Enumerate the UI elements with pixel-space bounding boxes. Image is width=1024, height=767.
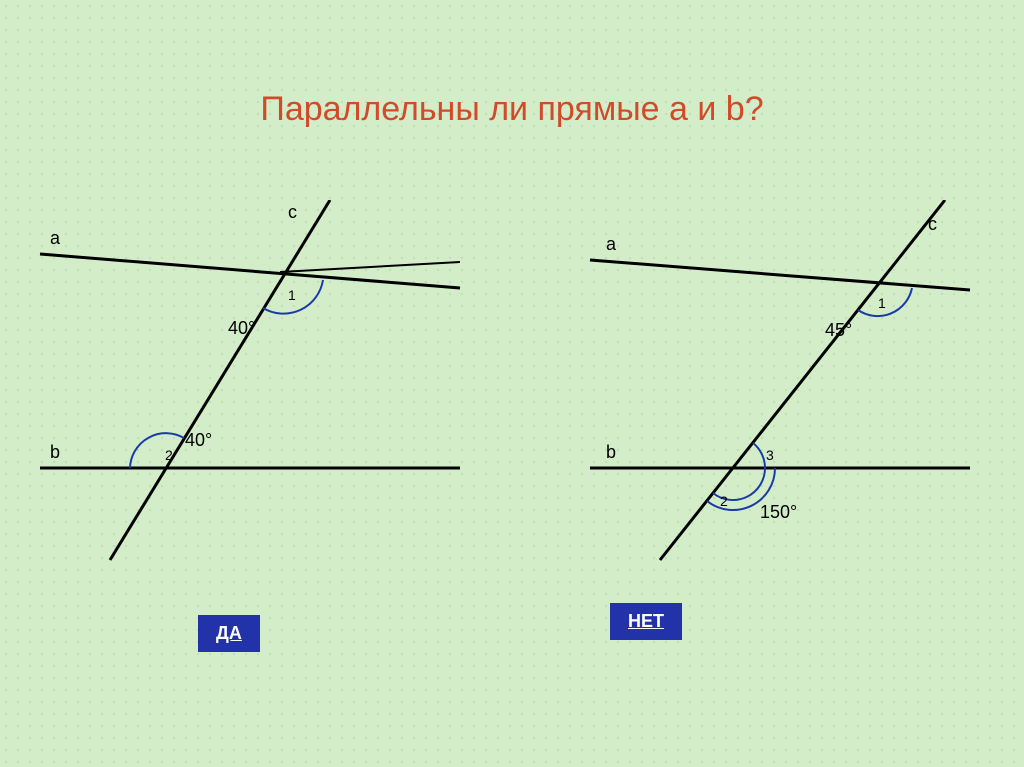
line-a-extra (280, 262, 460, 272)
label-c: c (928, 214, 937, 234)
diagram-left: a b c 1 40° 2 40° (30, 200, 500, 580)
angle3-num: 3 (766, 447, 774, 463)
line-c (110, 200, 330, 560)
label-b: b (50, 442, 60, 462)
angle2-num: 2 (165, 447, 173, 463)
line-a (40, 254, 460, 288)
diagram-right: a b c 1 45° 3 2 150° (550, 200, 990, 580)
diagram-right-svg: a b c 1 45° 3 2 150° (550, 200, 990, 580)
angle1-num: 1 (878, 295, 886, 311)
angle1-val: 45° (825, 320, 852, 340)
label-a: a (50, 228, 61, 248)
angle2-val: 150° (760, 502, 797, 522)
angle1-num: 1 (288, 287, 296, 303)
line-a (590, 260, 970, 290)
page-title: Параллельны ли прямые a и b? (0, 90, 1024, 129)
line-c (660, 200, 945, 560)
diagram-left-svg: a b c 1 40° 2 40° (30, 200, 500, 580)
angle2-num: 2 (720, 493, 728, 509)
label-a: a (606, 234, 617, 254)
label-c: c (288, 202, 297, 222)
label-b: b (606, 442, 616, 462)
angle1-val: 40° (228, 318, 255, 338)
angle2-val: 40° (185, 430, 212, 450)
no-button[interactable]: НЕТ (610, 603, 682, 640)
yes-button[interactable]: ДА (198, 615, 260, 652)
angle3-arc (753, 443, 765, 468)
